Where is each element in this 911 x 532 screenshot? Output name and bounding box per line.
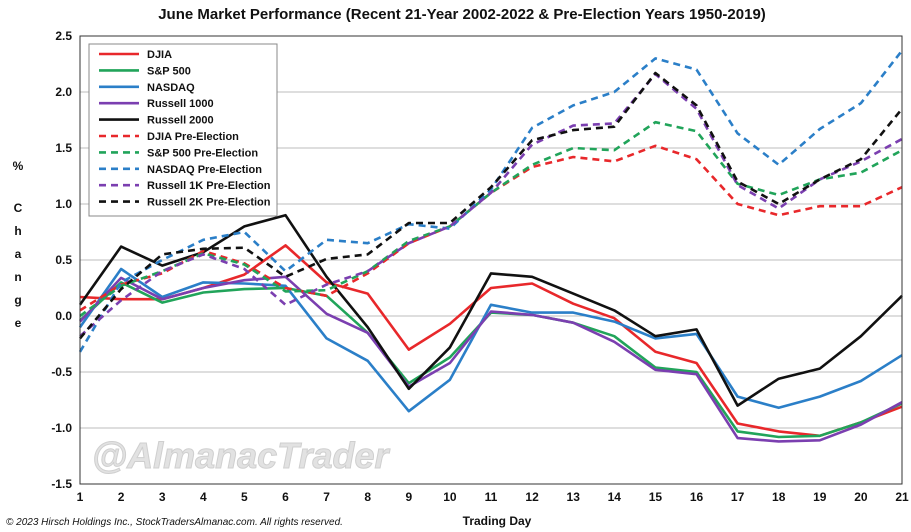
x-tick-label: 11 — [485, 490, 498, 504]
x-tick-label: 19 — [813, 490, 827, 504]
y-axis-label-symbol: % — [13, 159, 24, 173]
x-tick-label: 8 — [364, 490, 371, 504]
x-tick-label: 17 — [731, 490, 745, 504]
y-tick-label: -1.5 — [51, 477, 72, 491]
y-axis-label-letter: n — [14, 270, 21, 284]
legend-label: Russell 1K Pre-Election — [147, 180, 271, 192]
legend-label: DJIA Pre-Election — [147, 131, 239, 143]
series-line-4 — [78, 213, 903, 407]
series-lines — [78, 49, 904, 443]
x-tick-label: 12 — [525, 490, 539, 504]
y-axis-label-letter: a — [15, 247, 22, 261]
x-tick-label: 7 — [323, 490, 330, 504]
x-tick-label: 15 — [649, 490, 663, 504]
y-tick-label: 0.5 — [55, 253, 72, 267]
y-axis-label-letter: h — [14, 224, 21, 238]
x-tick-label: 18 — [772, 490, 786, 504]
x-tick-labels: 1 2 3 4 5 6 7 8 9 10 11 12 13 14 15 16 17 18 19 20 21 — [77, 490, 909, 504]
legend-label: Russell 2K Pre-Election — [147, 197, 271, 209]
x-tick-label: 1 — [77, 490, 84, 504]
y-axis-label-letter: g — [14, 293, 21, 307]
y-tick-label: 2.0 — [55, 85, 72, 99]
legend-box — [88, 43, 278, 217]
series-line-7 — [78, 49, 904, 353]
x-axis-label: Trading Day — [463, 514, 532, 528]
x-tick-label: 10 — [443, 490, 457, 504]
legend-label: S&P 500 — [147, 65, 191, 77]
legend-label: DJIA — [147, 49, 172, 61]
x-tick-label: 13 — [567, 490, 581, 504]
series-line-8 — [79, 72, 903, 338]
y-tick-label: 0.0 — [55, 309, 72, 323]
x-tick-label: 2 — [118, 490, 125, 504]
y-tick-label: 1.0 — [55, 197, 72, 211]
copyright-note: © 2023 Hirsch Holdings Inc., StockTrader… — [6, 517, 343, 528]
y-tick-labels: 2.5 2.0 1.5 1.0 0.5 0.0 -0.5 -1.0 -1.5 — [51, 29, 72, 491]
x-tick-label: 16 — [690, 490, 704, 504]
plot-frame — [79, 35, 903, 485]
y-tick-label: -1.0 — [51, 421, 72, 435]
x-tick-label: 3 — [159, 490, 166, 504]
x-tick-label: 9 — [405, 490, 412, 504]
legend: DJIA S&P 500 NASDAQ Russell 1000 Russell 200… — [88, 43, 278, 217]
legend-label: Russell 1000 — [147, 98, 214, 110]
y-axis-label-letter: C — [14, 201, 23, 215]
legend-label: NASDAQ — [147, 82, 195, 94]
y-axis-label-letter: e — [15, 316, 22, 330]
series-line-5 — [79, 144, 903, 312]
y-tick-label: 1.5 — [55, 141, 72, 155]
x-tick-label: 21 — [895, 490, 909, 504]
legend-label: NASDAQ Pre-Election — [147, 164, 262, 176]
chart-title: June Market Performance (Recent 21-Year … — [158, 6, 766, 23]
legend-label: S&P 500 Pre-Election — [147, 147, 258, 159]
x-tick-label: 5 — [241, 490, 248, 504]
x-tick-label: 4 — [200, 490, 207, 504]
series-line-2 — [78, 267, 903, 413]
watermark-text: @AlmanacTrader — [92, 435, 391, 476]
legend-label: Russell 2000 — [147, 115, 214, 127]
x-tick-label: 20 — [854, 490, 868, 504]
y-tick-label: 2.5 — [55, 29, 72, 43]
x-tick-label: 14 — [608, 490, 622, 504]
series-line-3 — [79, 275, 903, 443]
x-tick-label: 6 — [282, 490, 289, 504]
y-tick-label: -0.5 — [51, 365, 72, 379]
series-line-9 — [79, 71, 904, 340]
